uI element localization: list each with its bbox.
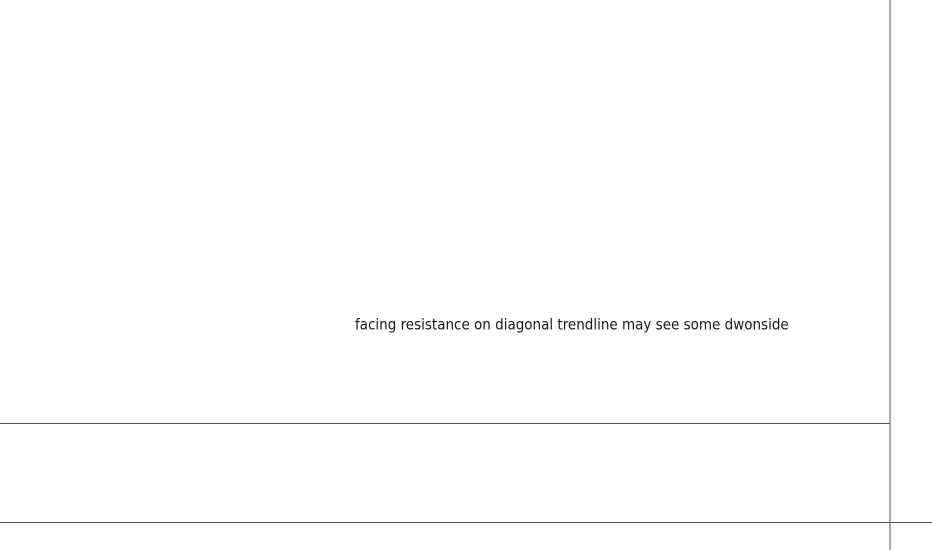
annotation: facing resistance on diagonal trendline …: [355, 316, 789, 334]
